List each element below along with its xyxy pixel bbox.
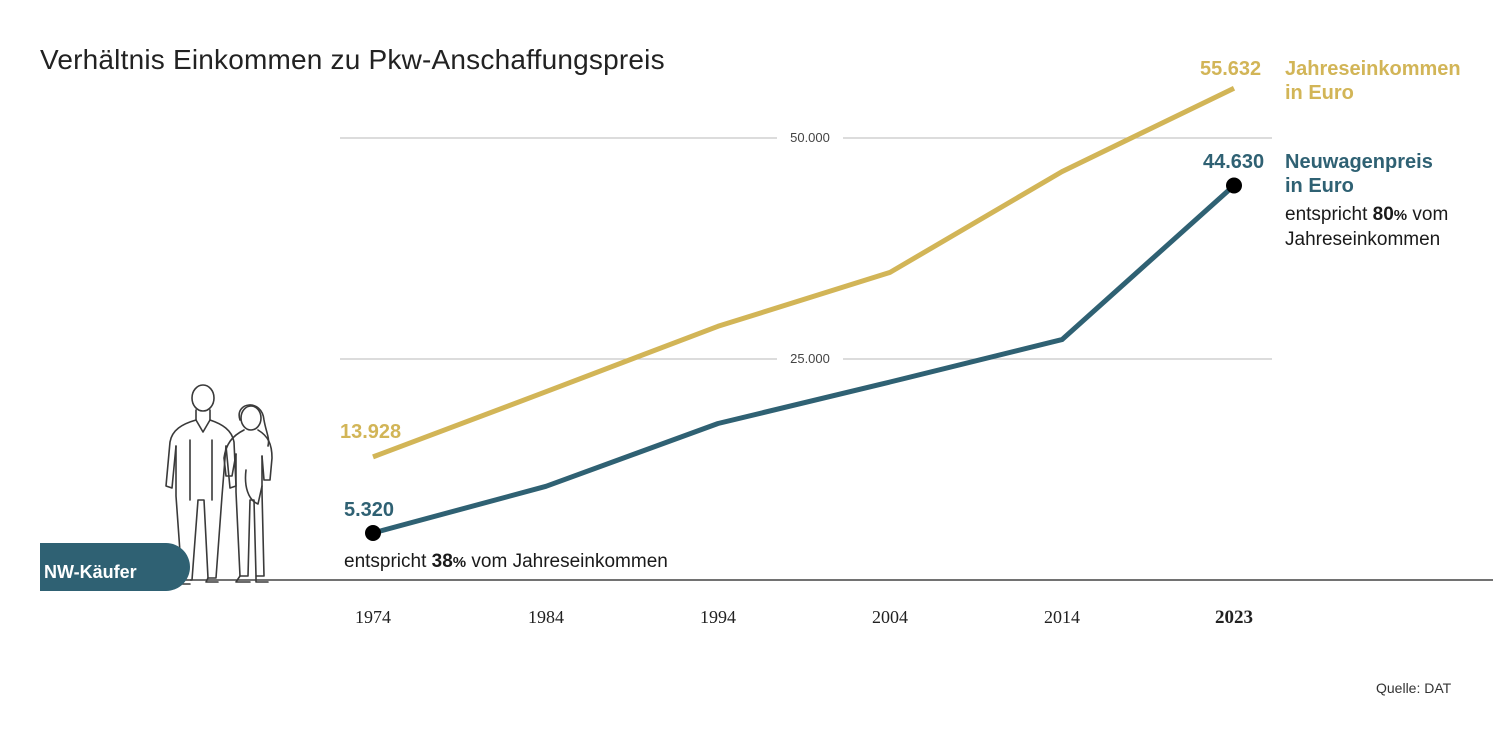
y-tick-label: 25.000 — [790, 351, 830, 366]
income-legend: Jahreseinkommen in Euro — [1285, 57, 1461, 105]
series-lines — [372, 85, 1236, 536]
couple-line-drawing-icon — [165, 384, 273, 585]
nw-kaeufer-badge — [40, 543, 190, 591]
end-note-percent: 80 — [1372, 204, 1394, 225]
income-end-label: 55.632 — [1200, 58, 1262, 80]
series-line-car_price — [372, 183, 1236, 536]
chart-title: Verhältnis Einkommen zu Pkw-Anschaffungs… — [40, 44, 665, 75]
point-markers — [365, 177, 1242, 541]
series-line-income — [372, 85, 1236, 460]
x-tick-label-2023: 2023 — [1215, 607, 1253, 628]
start-note-percent: 38 — [431, 551, 453, 572]
car-price-start-label: 5.320 — [344, 499, 395, 521]
end-note-suffix: vom — [1407, 204, 1449, 225]
car-price-legend-line-2: in Euro — [1285, 175, 1354, 197]
car-price-legend-line-1: Neuwagenpreis — [1285, 151, 1433, 173]
x-tick-label-1974: 1974 — [355, 607, 391, 627]
x-tick-label-1994: 1994 — [700, 607, 736, 627]
car-price-marker-2023 — [1226, 177, 1242, 194]
end-note-line-2: Jahreseinkommen — [1285, 229, 1441, 250]
income-legend-line-2: in Euro — [1285, 82, 1354, 104]
nw-kaeufer-label: NW-Käufer — [44, 562, 137, 582]
x-tick-label-2014: 2014 — [1044, 607, 1080, 627]
income-start-label: 13.928 — [340, 421, 402, 443]
end-note-unit: % — [1393, 207, 1408, 224]
income-legend-line-1: Jahreseinkommen — [1285, 58, 1461, 80]
start-ratio-note: entspricht 38% vom Jahreseinkommen — [344, 550, 668, 575]
end-note-line-1: entspricht 80% vom — [1285, 203, 1448, 228]
x-tick-label-1984: 1984 — [528, 607, 564, 627]
x-tick-labels: 1974 1984 1994 2004 2014 2023 — [355, 607, 1253, 628]
car-price-legend: Neuwagenpreis in Euro — [1285, 150, 1433, 198]
end-note-prefix: entspricht — [1285, 204, 1373, 225]
start-note-unit: % — [452, 554, 467, 571]
source-note: Quelle: DAT — [1376, 680, 1452, 696]
x-tick-label-2004: 2004 — [872, 607, 908, 627]
y-tick-label: 50.000 — [790, 130, 830, 145]
car-price-marker-1974 — [365, 525, 381, 541]
gridlines: 25.000 50.000 — [340, 130, 1272, 366]
start-note-prefix: entspricht — [344, 551, 432, 572]
end-ratio-note: entspricht 80% vom Jahreseinkommen — [1285, 203, 1448, 252]
car-price-end-label: 44.630 — [1203, 151, 1265, 173]
start-note-suffix: vom Jahreseinkommen — [466, 551, 668, 572]
